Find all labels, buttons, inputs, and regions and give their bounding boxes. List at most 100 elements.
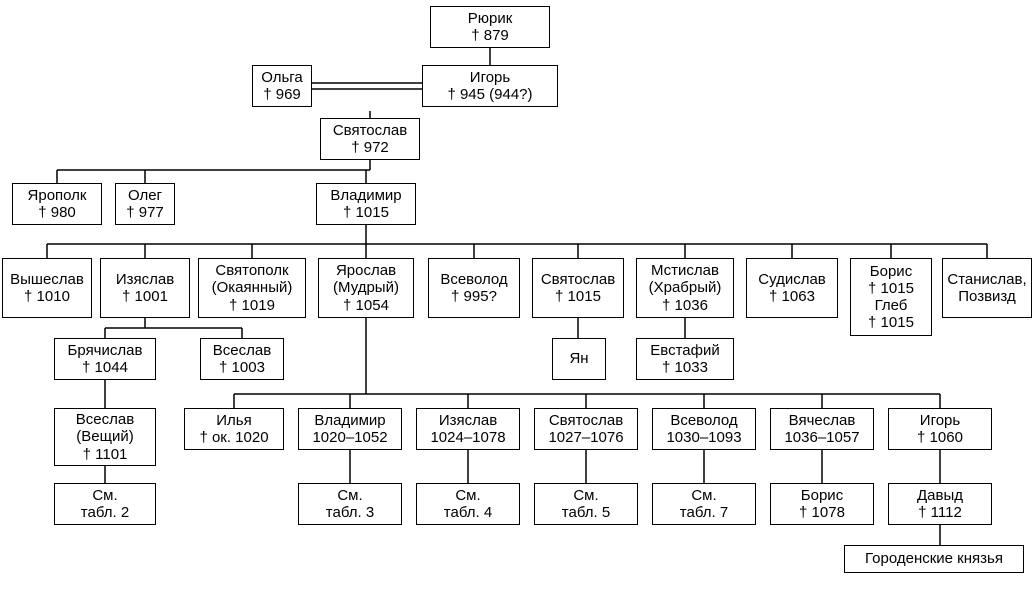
node-text: † 980: [38, 204, 76, 221]
node-text: Станислав,: [947, 271, 1026, 288]
node-text: Глеб: [875, 297, 908, 314]
node-text: Игорь: [920, 412, 960, 429]
node-text: † 1003: [219, 359, 265, 376]
node-text: † 1015: [555, 288, 601, 305]
node-yaropolk: Ярополк† 980: [12, 183, 102, 225]
node-text: † 1101: [83, 446, 128, 463]
node-text: Святослав: [549, 412, 623, 429]
node-text: Брячислав: [68, 342, 143, 359]
node-text: Евстафий: [650, 342, 719, 359]
node-text: † 1033: [662, 359, 708, 376]
node-davyd: Давыд† 1112: [888, 483, 992, 525]
node-text: Святополк: [215, 262, 288, 279]
node-tabl4: См.табл. 4: [416, 483, 520, 525]
node-text: Игорь: [470, 69, 510, 86]
node-tabl5: См.табл. 5: [534, 483, 638, 525]
node-text: Городенские князья: [865, 550, 1003, 567]
node-mstislav: Мстислав(Храбрый)† 1036: [636, 258, 734, 318]
node-sviatoslav: Святослав† 972: [320, 118, 420, 160]
node-text: † 945 (944?): [447, 86, 532, 103]
node-sviatoslav3: Святослав1027–1076: [534, 408, 638, 450]
node-text: Ольга: [261, 69, 303, 86]
node-gorodensk: Городенские князья: [844, 545, 1024, 573]
node-viacheslav: Вячеслав1036–1057: [770, 408, 874, 450]
node-text: См.: [455, 487, 480, 504]
node-text: † 995?: [451, 288, 497, 305]
node-text: † 1054: [343, 297, 389, 314]
node-text: табл. 4: [444, 504, 492, 521]
node-text: † 1078: [799, 504, 845, 521]
node-tabl2: См.табл. 2: [54, 483, 156, 525]
node-olga: Ольга† 969: [252, 65, 312, 107]
node-vsevolod2: Всеволод1030–1093: [652, 408, 756, 450]
node-text: Ян: [569, 350, 588, 367]
node-text: Давыд: [917, 487, 963, 504]
node-text: Всеслав: [213, 342, 271, 359]
node-text: 1027–1076: [548, 429, 623, 446]
node-text: 1036–1057: [784, 429, 859, 446]
node-sviatoslav2: Святослав† 1015: [532, 258, 624, 318]
node-text: Вячеслав: [789, 412, 856, 429]
node-text: † 972: [351, 139, 389, 156]
node-text: Илья: [216, 412, 251, 429]
node-igor2: Игорь† 1060: [888, 408, 992, 450]
node-text: † 1015: [868, 314, 914, 331]
node-igor: Игорь† 945 (944?): [422, 65, 558, 107]
node-text: табл. 5: [562, 504, 610, 521]
node-text: † 1044: [82, 359, 128, 376]
node-text: Мстислав: [651, 262, 719, 279]
node-text: Ярополк: [28, 187, 87, 204]
node-text: † 1060: [917, 429, 963, 446]
node-text: Изяслав: [116, 271, 174, 288]
node-text: Судислав: [758, 271, 826, 288]
node-iziaslav1: Изяслав† 1001: [100, 258, 190, 318]
node-text: † 1015: [343, 204, 389, 221]
node-text: табл. 7: [680, 504, 728, 521]
node-text: табл. 2: [81, 504, 129, 521]
node-rurik: Рюрик† 879: [430, 6, 550, 48]
node-text: † 1015: [868, 280, 914, 297]
node-text: Святослав: [333, 122, 407, 139]
node-sviatopolk: Святополк(Окаянный)† 1019: [198, 258, 306, 318]
node-text: (Мудрый): [333, 279, 399, 296]
node-stanislav: Станислав,Позвизд: [942, 258, 1032, 318]
node-text: См.: [92, 487, 117, 504]
node-briachislav: Брячислав† 1044: [54, 338, 156, 380]
node-text: Вышеслав: [10, 271, 84, 288]
node-text: Владимир: [330, 187, 401, 204]
node-yaroslav: Ярослав(Мудрый)† 1054: [318, 258, 414, 318]
node-text: табл. 3: [326, 504, 374, 521]
node-text: Всеволод: [670, 412, 737, 429]
node-text: Ярослав: [336, 262, 396, 279]
node-ilya: Илья† ок. 1020: [184, 408, 284, 450]
node-borisgleb: Борис† 1015Глеб† 1015: [850, 258, 932, 336]
node-text: Изяслав: [439, 412, 497, 429]
node-vseslav2: Всеслав(Вещий)† 1101: [54, 408, 156, 466]
node-text: † 1036: [662, 297, 708, 314]
node-vladimir: Владимир† 1015: [316, 183, 416, 225]
node-text: 1030–1093: [666, 429, 741, 446]
node-tabl7: См.табл. 7: [652, 483, 756, 525]
node-text: 1020–1052: [312, 429, 387, 446]
node-vsevolod1: Всеволод† 995?: [428, 258, 520, 318]
node-text: Рюрик: [468, 10, 513, 27]
node-text: Борис: [801, 487, 843, 504]
node-text: Всеволод: [440, 271, 507, 288]
node-text: См.: [573, 487, 598, 504]
node-text: Олег: [128, 187, 162, 204]
node-text: † 1063: [769, 288, 815, 305]
node-text: † 1001: [122, 288, 168, 305]
node-evstafiy: Евстафий† 1033: [636, 338, 734, 380]
node-yan: Ян: [552, 338, 606, 380]
node-text: † 969: [263, 86, 301, 103]
node-text: † 1112: [918, 504, 962, 521]
node-text: Борис: [870, 263, 912, 280]
node-text: † 879: [471, 27, 509, 44]
node-text: Святослав: [541, 271, 615, 288]
node-text: † 977: [126, 204, 164, 221]
node-text: См.: [691, 487, 716, 504]
node-text: Позвизд: [958, 288, 1015, 305]
node-text: Владимир: [314, 412, 385, 429]
node-text: (Храбрый): [649, 279, 722, 296]
node-vseslav1: Всеслав† 1003: [200, 338, 284, 380]
